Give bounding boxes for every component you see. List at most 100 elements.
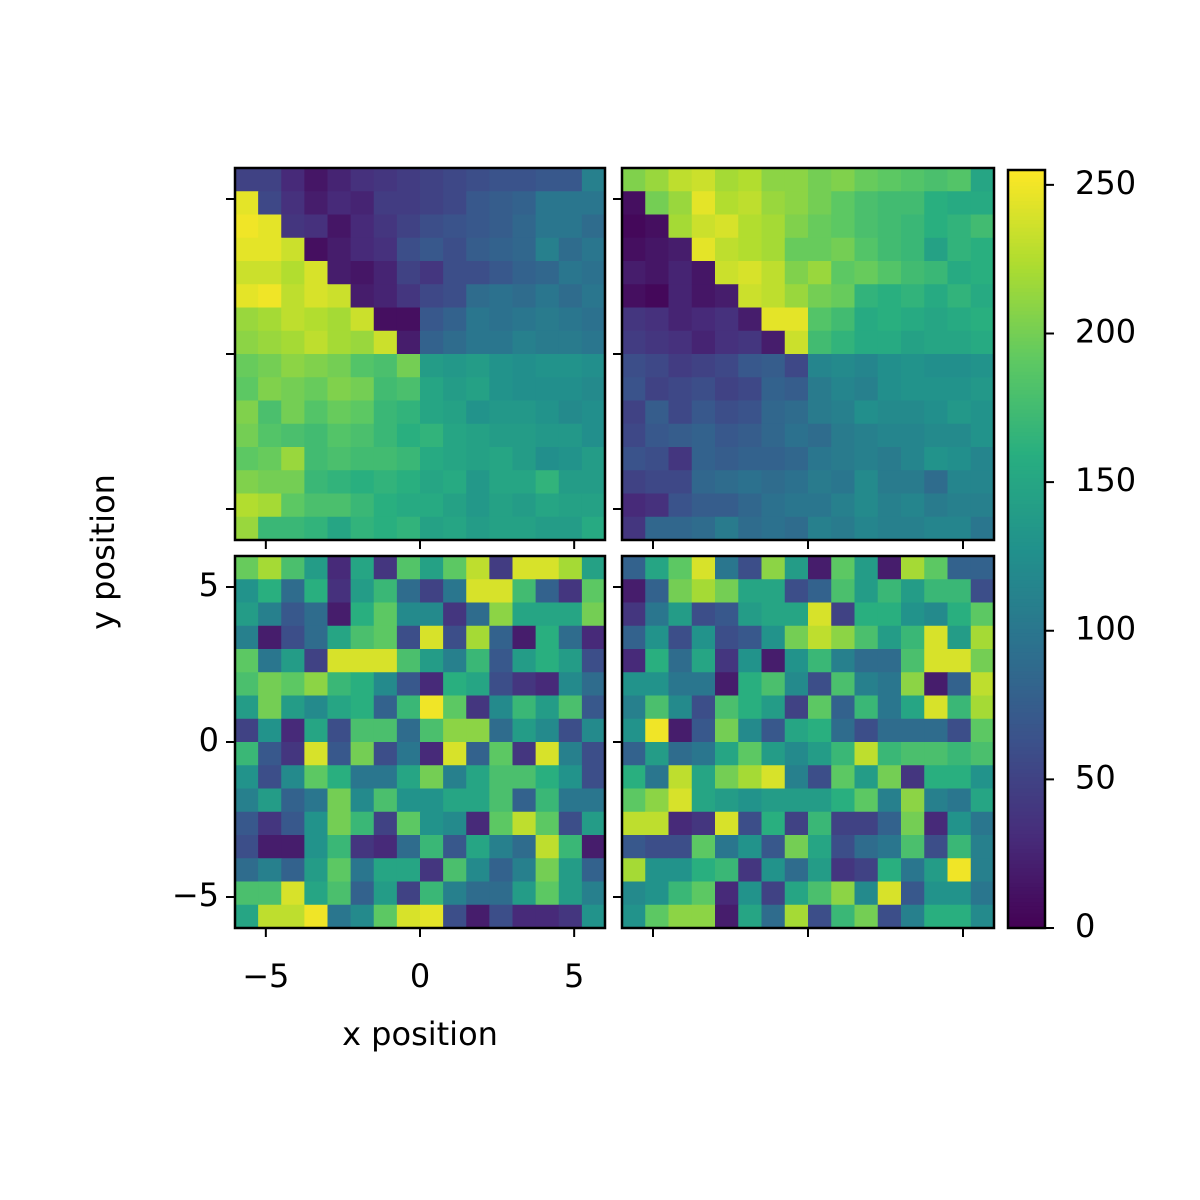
colorbar-step <box>1008 552 1045 558</box>
heatmap-cell <box>877 904 902 929</box>
heatmap-cell <box>581 214 606 239</box>
heatmap-cell <box>443 718 467 743</box>
heatmap-cell <box>715 672 739 697</box>
heatmap-cell <box>970 284 995 309</box>
colorbar-step <box>1008 746 1045 751</box>
x-tick-label: −5 <box>242 957 289 995</box>
colorbar-step <box>1008 666 1045 672</box>
heatmap-cell <box>350 377 375 402</box>
heatmap-cell <box>691 811 716 836</box>
heatmap-cell <box>235 579 259 604</box>
heatmap-cell <box>327 168 352 192</box>
heatmap-cell <box>877 556 902 580</box>
heatmap-cell <box>420 649 444 673</box>
heatmap-cell <box>645 377 670 402</box>
colorbar-step <box>1008 545 1045 550</box>
heatmap-cell <box>281 904 305 929</box>
heatmap-cell <box>761 579 786 604</box>
heatmap-cell <box>304 516 329 541</box>
heatmap-cell <box>396 168 421 192</box>
heatmap-cell <box>581 284 606 309</box>
heatmap-cell <box>715 214 739 239</box>
heatmap-cell <box>738 788 763 813</box>
heatmap-cell <box>877 602 902 627</box>
heatmap-cell <box>443 493 467 518</box>
colorbar-step <box>1008 776 1045 781</box>
heatmap-cell <box>831 400 856 425</box>
heatmap-cell <box>373 904 398 929</box>
heatmap-cell <box>761 718 786 743</box>
colorbar-step <box>1008 639 1045 645</box>
heatmap-cell <box>489 672 514 697</box>
heatmap-cell <box>901 695 925 720</box>
heatmap-cell <box>738 556 763 580</box>
heatmap-cell <box>901 904 925 929</box>
heatmap-cell <box>784 765 809 790</box>
heatmap-cell <box>645 718 670 743</box>
heatmap-cell <box>512 168 537 192</box>
colorbar-step <box>1008 920 1045 926</box>
heatmap-cell <box>396 261 421 285</box>
heatmap-cell <box>420 556 444 580</box>
heatmap-cell <box>443 695 467 720</box>
heatmap-cell <box>947 788 972 813</box>
heatmap-cell <box>831 858 856 883</box>
heatmap-cell <box>831 602 856 627</box>
heatmap-cell <box>901 765 925 790</box>
heatmap-cell <box>535 400 560 425</box>
heatmap-cell <box>947 330 972 355</box>
colorbar-step <box>1008 480 1045 486</box>
heatmap-cell <box>831 423 856 448</box>
heatmap-cell <box>901 330 925 355</box>
heatmap-cell <box>854 672 879 697</box>
heatmap-cell <box>970 695 995 720</box>
colorbar-step <box>1008 442 1045 448</box>
heatmap-cell <box>512 811 537 836</box>
colorbar-step <box>1008 530 1045 535</box>
heatmap-cell <box>715 470 739 495</box>
heatmap-cell <box>373 788 398 813</box>
colorbar-step <box>1008 230 1045 236</box>
colorbar-step <box>1008 431 1045 437</box>
colorbar-step <box>1008 708 1045 713</box>
heatmap-cell <box>466 237 490 262</box>
heatmap-cell <box>304 718 329 743</box>
heatmap-cell <box>327 556 352 580</box>
heatmap-cell <box>645 261 670 285</box>
heatmap-cell <box>761 765 786 790</box>
heatmap-cell <box>947 904 972 929</box>
heatmap-cell <box>645 330 670 355</box>
colorbar-step <box>1008 586 1045 592</box>
heatmap-cell <box>761 625 786 650</box>
heatmap-cell <box>947 493 972 518</box>
colorbar-step <box>1008 526 1045 531</box>
heatmap-cell <box>738 237 763 262</box>
colorbar-step <box>1008 272 1045 277</box>
heatmap-cell <box>489 261 514 285</box>
heatmap-cell <box>558 602 583 627</box>
heatmap-cell <box>235 765 259 790</box>
heatmap-cell <box>691 858 716 883</box>
heatmap-cell <box>854 354 879 378</box>
x-tick-label: 0 <box>410 957 430 995</box>
colorbar-step <box>1008 765 1045 770</box>
heatmap-cell <box>466 765 490 790</box>
heatmap-cell <box>854 168 879 192</box>
heatmap-cell <box>668 788 693 813</box>
colorbar-step <box>1008 310 1045 315</box>
heatmap-cell <box>512 742 537 766</box>
heatmap-cell <box>281 835 305 859</box>
colorbar-step <box>1008 264 1045 270</box>
heatmap-cell <box>420 214 444 239</box>
heatmap-cell <box>877 672 902 697</box>
colorbar-step <box>1008 188 1045 194</box>
heatmap-cell <box>373 168 398 192</box>
colorbar-step <box>1008 336 1045 342</box>
heatmap-cell <box>924 625 949 650</box>
heatmap-cell <box>901 377 925 402</box>
heatmap-cell <box>373 556 398 580</box>
heatmap-cell <box>373 765 398 790</box>
heatmap-cell <box>645 284 670 309</box>
heatmap-cell <box>281 307 305 332</box>
heatmap-cell <box>489 718 514 743</box>
